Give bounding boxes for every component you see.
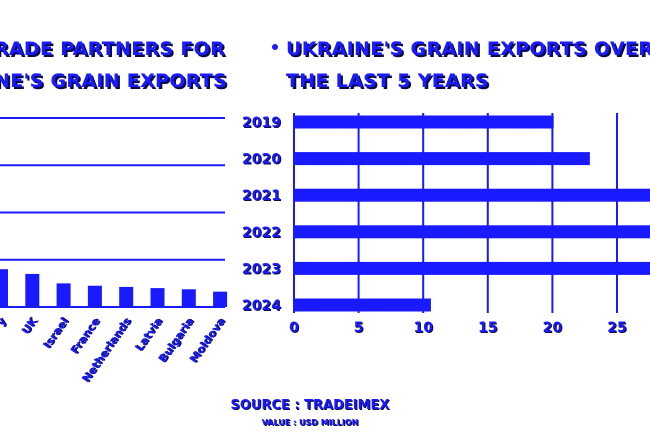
right-x-tick-label: 0 [289,320,299,336]
left-category-label: UK [19,315,40,337]
right-bar [294,188,650,202]
right-chart-title: UKRAINE'S GRAIN EXPORTS OVER THE LAST 5 Y… [272,33,650,97]
left-category-label: Latvia [132,315,164,354]
right-bar [294,152,590,166]
right-bar [294,261,650,275]
right-bar [294,115,554,129]
title-bullet [272,44,278,50]
right-category-label: 2020 [242,152,281,168]
left-bar [87,285,102,307]
right-x-tick-label: 20 [543,320,563,336]
left-bar [213,291,228,307]
left-bar [181,289,196,307]
left-title-line2: NE'S GRAIN EXPORTS [0,70,228,92]
right-category-label: 2019 [242,115,281,131]
left-bar [0,269,8,307]
right-title-line2: THE LAST 5 YEARS [286,70,489,92]
right-x-tick-label: 25 [607,320,626,336]
right-category-label: 2024 [242,298,281,314]
right-x-tick-label: 5 [354,320,364,336]
right-bar-chart: 0 5 10 15 20 25 2019 2020 2021 2022 2023 2024 [242,113,650,336]
right-category-label: 2023 [242,261,281,277]
left-bar-chart: y UK IsraelFranceNetherlandsLatviaBulgaria… [0,117,228,385]
left-title-line1: RADE PARTNERS FOR [0,38,225,60]
left-category-label: y [0,315,8,328]
right-bar [294,298,431,312]
unit-label: VALUE : USD MILLION [261,418,359,427]
right-bar [294,225,650,239]
left-chart-title: RADE PARTNERS FOR NE'S GRAIN EXPORTS [0,33,227,97]
left-bar [25,273,40,307]
left-category-label: Israel [40,315,71,351]
right-category-label: 2022 [242,225,281,241]
right-x-tick-label: 15 [478,320,497,336]
left-bar [56,283,71,307]
right-title-line1: UKRAINE'S GRAIN EXPORTS OVER [286,38,650,60]
right-x-tick-label: 10 [413,320,433,336]
left-bar [150,288,165,307]
source-label: SOURCE : TRADEIMEX [230,398,390,413]
right-category-label: 2021 [242,188,281,204]
left-bar [119,286,134,307]
